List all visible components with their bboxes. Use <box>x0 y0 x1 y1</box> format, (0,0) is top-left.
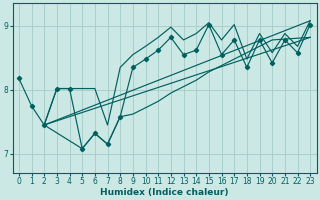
X-axis label: Humidex (Indice chaleur): Humidex (Indice chaleur) <box>100 188 229 197</box>
